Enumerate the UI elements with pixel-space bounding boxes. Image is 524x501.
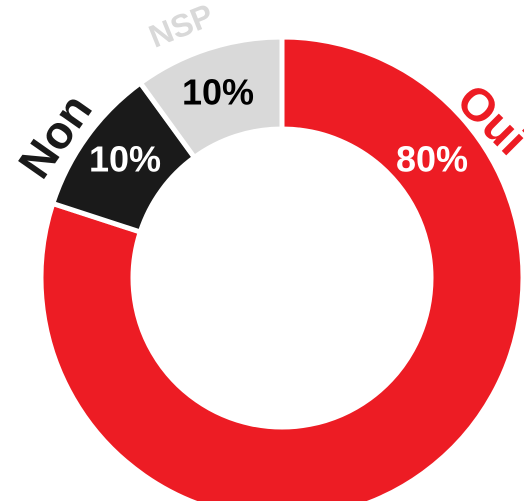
value-label: 10% — [89, 139, 161, 180]
value-label: 80% — [396, 139, 468, 180]
donut-segment — [136, 34, 285, 161]
donut-segment — [38, 34, 524, 501]
value-label: 10% — [182, 72, 254, 113]
